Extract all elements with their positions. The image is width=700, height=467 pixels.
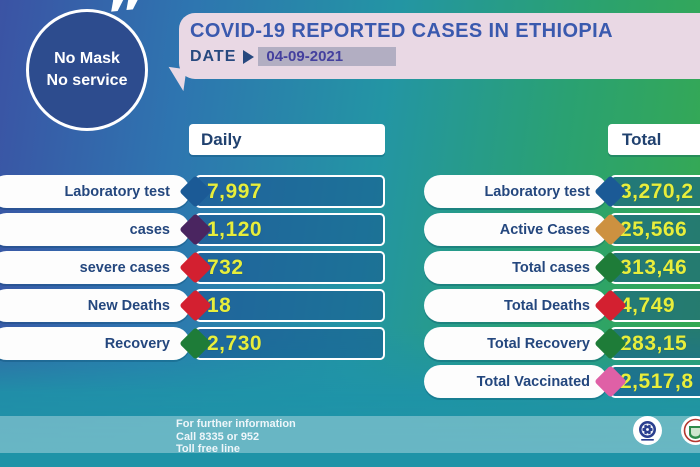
stat-label-pill: Laboratory test xyxy=(424,175,608,208)
stat-row: severe cases 732 xyxy=(0,251,700,284)
stat-value: 732 xyxy=(207,256,244,279)
stat-label: Recovery xyxy=(104,335,170,352)
stat-label-pill: New Deaths xyxy=(0,289,190,322)
stat-label-pill: Total Recovery xyxy=(424,327,608,360)
footer-line2: Call 8335 or 952 xyxy=(176,430,260,443)
ephi-logo xyxy=(633,416,662,445)
stat-row: Laboratory test 3,270,2 xyxy=(0,175,700,208)
moh-logo xyxy=(681,416,700,445)
stat-value: 2,730 xyxy=(207,332,263,355)
badge-line2: No service xyxy=(46,72,128,89)
stat-value: 25,566 xyxy=(620,218,688,241)
stat-label: Total Deaths xyxy=(504,297,590,314)
stat-label: severe cases xyxy=(79,259,170,276)
stat-value-box: 25,566 xyxy=(610,213,700,246)
footer-band xyxy=(0,416,700,453)
stat-label: Active Cases xyxy=(499,221,590,238)
stat-value: 7,997 xyxy=(207,180,263,203)
stat-value-box: 1,120 xyxy=(195,213,385,246)
stat-label: Laboratory test xyxy=(64,183,170,200)
footer-line3: Toll free line xyxy=(176,443,240,455)
stat-label-pill: Laboratory test xyxy=(0,175,190,208)
stat-value: 18 xyxy=(207,294,232,317)
date-label: DATE xyxy=(190,47,237,65)
stat-row: Total cases 313,46 xyxy=(0,251,700,284)
stat-row: cases 1,120 xyxy=(0,213,700,246)
stat-value: 1,120 xyxy=(207,218,263,241)
stat-value: 283,15 xyxy=(620,332,688,355)
total-column-heading: Total xyxy=(608,124,700,155)
header-bar: COVID-19 REPORTED CASES IN ETHIOPIA DATE… xyxy=(179,13,700,79)
stat-label-pill: Active Cases xyxy=(424,213,608,246)
stat-label: New Deaths xyxy=(87,297,170,314)
footer-line1: For further information xyxy=(176,418,296,430)
stat-label-pill: Recovery xyxy=(0,327,190,360)
stat-label: Laboratory test xyxy=(484,183,590,200)
stat-row: Total Deaths 4,749 xyxy=(0,289,700,322)
play-arrow-icon xyxy=(243,49,255,64)
stat-row: Total Recovery 283,15 xyxy=(0,327,700,360)
stat-row: Active Cases 25,566 xyxy=(0,213,700,246)
stat-label: Total Recovery xyxy=(487,335,590,352)
stat-label-pill: severe cases xyxy=(0,251,190,284)
stat-value: 313,46 xyxy=(620,256,688,279)
date-row: DATE 04-09-2021 xyxy=(190,47,700,66)
stat-value: 3,270,2 xyxy=(620,180,694,203)
stat-row: Recovery 2,730 xyxy=(0,327,700,360)
footer-bottom-strip xyxy=(0,453,700,467)
stat-row: Total Vaccinated 2,517,8 xyxy=(0,365,700,398)
quote-mark-icon: ” xyxy=(102,0,151,53)
stat-label-pill: cases xyxy=(0,213,190,246)
stat-label: cases xyxy=(129,221,170,238)
stat-row: New Deaths 18 xyxy=(0,289,700,322)
stat-value-box: 7,997 xyxy=(195,175,385,208)
badge-line1: No Mask xyxy=(54,50,120,67)
stat-row: Laboratory test 7,997 xyxy=(0,175,700,208)
stat-label: Total Vaccinated xyxy=(476,373,590,390)
date-value: 04-09-2021 xyxy=(258,47,397,66)
daily-column-heading: Daily xyxy=(189,124,385,155)
stat-value-box: 18 xyxy=(195,289,385,322)
stat-label: Total cases xyxy=(512,259,590,276)
footer-info-text: For further information Call 8335 or 952… xyxy=(176,418,296,456)
page-title: COVID-19 REPORTED CASES IN ETHIOPIA xyxy=(190,20,613,42)
stat-value: 4,749 xyxy=(620,294,676,317)
daily-stats-column: Laboratory test 7,997 cases 1,120 severe… xyxy=(0,175,700,365)
stat-value-box: 2,730 xyxy=(195,327,385,360)
no-mask-badge: No Mask No service xyxy=(26,9,148,131)
stat-label-pill: Total Deaths xyxy=(424,289,608,322)
stat-value: 2,517,8 xyxy=(620,370,694,393)
stat-label-pill: Total cases xyxy=(424,251,608,284)
total-stats-column: Laboratory test 3,270,2 Active Cases 25,… xyxy=(0,175,700,403)
stat-label-pill: Total Vaccinated xyxy=(424,365,608,398)
